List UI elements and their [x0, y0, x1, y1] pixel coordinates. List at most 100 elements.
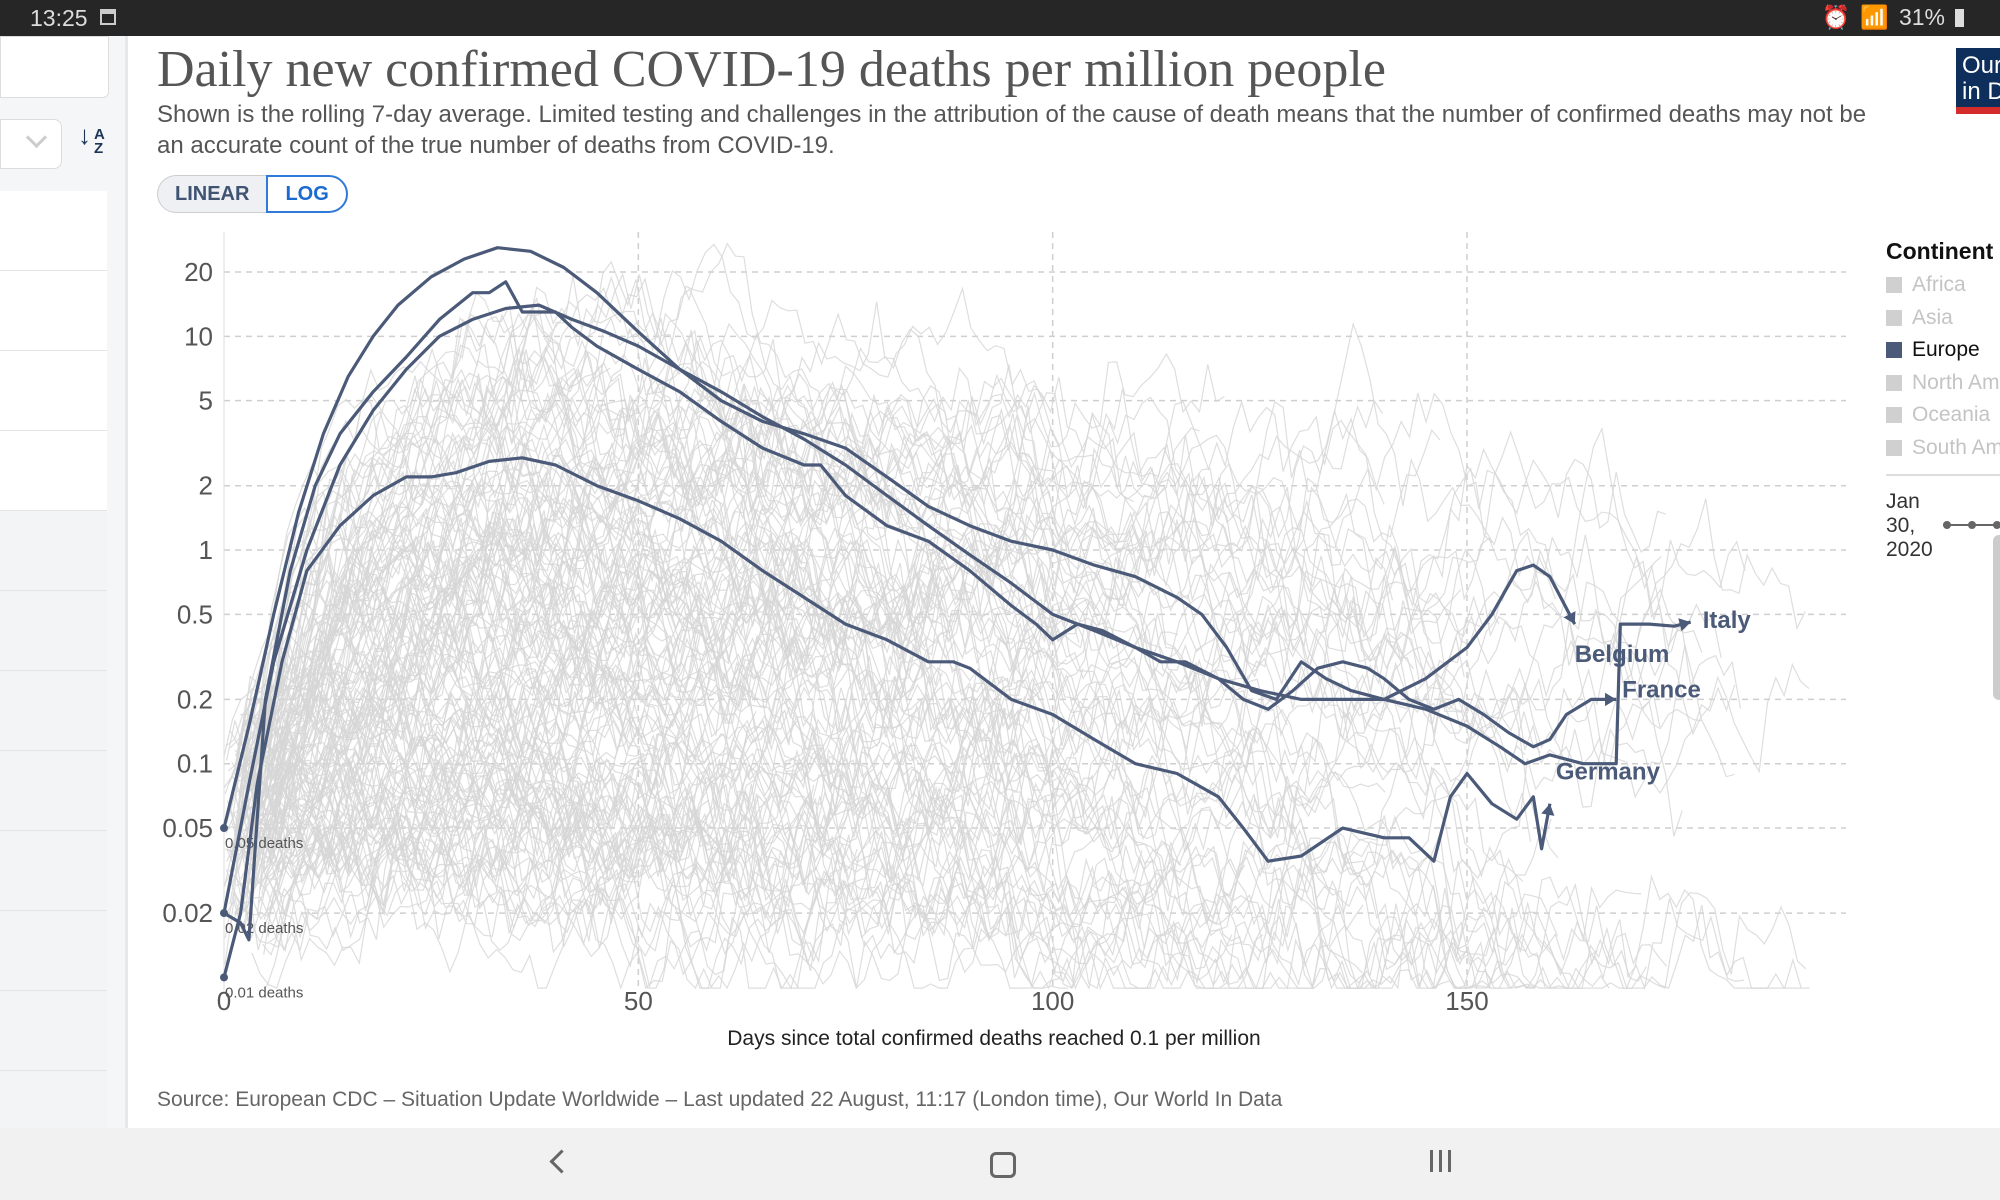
sidebar-list-item[interactable] [0, 831, 107, 911]
legend-swatch [1886, 277, 1902, 294]
legend-swatch [1886, 407, 1902, 424]
linear-scale-button[interactable]: LINEAR [157, 175, 267, 213]
background-country-line [250, 312, 1810, 854]
sidebar-list-item[interactable] [0, 751, 107, 831]
y-tick-label: 0.02 [162, 898, 213, 928]
y-tick-label: 2 [199, 471, 213, 501]
x-tick-label: 150 [1445, 986, 1488, 1016]
legend-item-south-america[interactable]: South America [1886, 432, 2000, 465]
background-country-line [240, 738, 1642, 969]
background-country-line [225, 617, 584, 842]
recent-apps-icon[interactable] [1430, 1150, 1451, 1172]
background-country-line [254, 719, 1598, 990]
background-country-line [229, 443, 952, 777]
battery-level: 31% [1898, 4, 1945, 30]
background-country-line [248, 589, 1012, 909]
timeline-dot [1968, 521, 1976, 529]
background-country-line [231, 498, 879, 858]
background-country-line [251, 461, 1430, 802]
background-country-line [263, 771, 1068, 989]
background-country-line [271, 669, 1143, 911]
background-country-line [257, 447, 1270, 914]
home-icon[interactable] [990, 1152, 1016, 1178]
scrollbar[interactable] [1993, 535, 2000, 700]
legend-item-north-america[interactable]: North America [1886, 367, 2000, 400]
series-end-arrow [1605, 692, 1617, 707]
background-country-line [251, 733, 1363, 990]
series-end-arrow [1541, 803, 1555, 816]
sidebar-list-item[interactable] [0, 351, 107, 431]
sidebar-list-item[interactable] [0, 271, 107, 351]
sidebar-list-item[interactable] [0, 591, 107, 671]
legend-item-oceania[interactable]: Oceania [1886, 399, 2000, 432]
android-nav-bar [0, 1128, 2000, 1200]
sidebar-list-item[interactable] [0, 511, 107, 591]
background-country-line [230, 742, 1466, 990]
series-label-belgium: Belgium [1575, 641, 1670, 668]
background-country-line [249, 313, 1064, 792]
background-country-line [230, 511, 680, 885]
background-country-line [229, 459, 703, 872]
background-country-line [261, 312, 1746, 895]
background-country-line [259, 436, 1703, 891]
calendar-icon [100, 9, 116, 25]
sidebar-search-box[interactable] [0, 36, 109, 98]
alarm-icon: ⏰ [1821, 4, 1851, 30]
logo-line2: in Data [1962, 78, 2000, 105]
y-tick-label: 10 [184, 321, 213, 351]
background-country-line [259, 331, 1736, 794]
background-country-line [225, 769, 1536, 990]
start-annotation: 0.05 deaths [225, 835, 303, 852]
timeline-dot [1993, 521, 2000, 529]
sort-arrow-icon: ↓ [78, 120, 91, 150]
series-line-germany [222, 456, 1552, 978]
battery-icon [1955, 8, 1964, 27]
legend-item-asia[interactable]: Asia [1886, 302, 2000, 335]
legend-label: Europe [1912, 338, 1980, 362]
legend-swatch [1886, 374, 1902, 391]
legend-label: Oceania [1912, 403, 1991, 427]
x-tick-label: 0 [217, 986, 231, 1016]
log-scale-button[interactable]: LOG [266, 175, 348, 213]
legend-item-africa[interactable]: Africa [1886, 269, 2000, 302]
sidebar-list-item[interactable] [0, 191, 107, 271]
back-icon[interactable] [549, 1149, 574, 1174]
legend-divider [1886, 474, 2000, 476]
background-country-line [235, 767, 991, 989]
sidebar-list-item[interactable] [0, 431, 107, 511]
legend-item-europe[interactable]: Europe [1886, 334, 2000, 367]
background-country-line [267, 769, 849, 974]
timeline-slider[interactable] [1943, 521, 2000, 529]
legend-label: Africa [1912, 273, 1966, 297]
background-country-line [253, 498, 943, 831]
y-tick-label: 0.2 [177, 684, 213, 714]
background-country-line [246, 301, 1441, 832]
timeline-dot [1943, 521, 1951, 529]
sidebar-sort-dropdown[interactable] [0, 119, 62, 169]
timeline-start-label: Jan 30, 2020 [1886, 490, 1933, 561]
background-country-line [227, 711, 1546, 990]
background-country-line [224, 386, 1038, 887]
background-country-line [270, 493, 1465, 798]
start-annotation: 0.01 deaths [225, 984, 303, 1001]
chart-subtitle: Shown is the rolling 7-day average. Limi… [157, 101, 1867, 159]
legend-label: South America [1912, 435, 2000, 459]
series-label-italy: Italy [1703, 607, 1752, 634]
background-country-line [225, 601, 1171, 895]
series-end-arrow [1678, 618, 1691, 632]
sidebar-list-item[interactable] [0, 671, 107, 751]
y-tick-label: 20 [184, 257, 213, 287]
background-country-line [235, 316, 751, 757]
owid-logo[interactable]: Our World in Data [1956, 48, 2000, 114]
series-line-italy [222, 303, 1692, 914]
background-country-line [246, 700, 1334, 971]
sidebar-list-item[interactable] [0, 991, 107, 1071]
background-country-line [248, 472, 1394, 755]
background-country-line [251, 736, 1264, 989]
series-label-germany: Germany [1556, 759, 1661, 786]
wifi-icon: 📶 [1860, 4, 1889, 30]
sidebar-list-item[interactable] [0, 911, 107, 991]
legend-swatch [1886, 309, 1902, 326]
source-note: Source: European CDC – Situation Update … [157, 1088, 1283, 1111]
